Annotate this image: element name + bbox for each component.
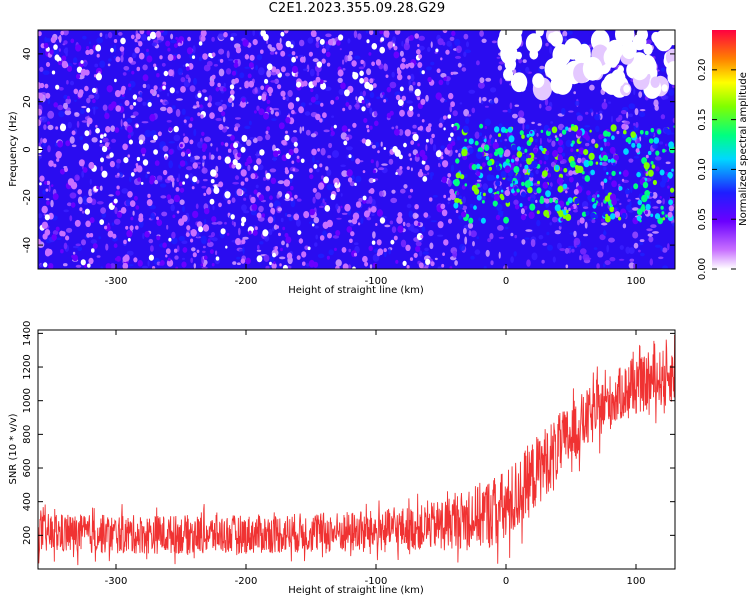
- heatmap-region-1: [452, 122, 675, 225]
- snr-x-tick-label: -300: [105, 576, 128, 587]
- heatmap-y-tick-label: -20: [22, 189, 33, 205]
- colorbar-tick-label: 0.05: [697, 208, 708, 230]
- snr-y-tick-label: 400: [22, 492, 33, 511]
- snr-x-tick-label: 100: [626, 576, 645, 587]
- heatmap-x-tick-label: -200: [235, 276, 258, 287]
- colorbar-label: Normalized spectral amplitude: [738, 72, 749, 226]
- colorbar-tick-label: 0.20: [697, 59, 708, 81]
- heatmap-y-tick-label: -40: [22, 237, 33, 253]
- heatmap-y-tick-label: 0: [22, 146, 33, 152]
- heatmap-y-axis-label: Frequency (Hz): [8, 111, 19, 187]
- colorbar-tick-label: 0.10: [697, 158, 708, 180]
- spectrogram-plot-area: [38, 30, 675, 269]
- snr-y-tick-label: 1200: [22, 354, 33, 379]
- snr-y-tick-label: 1000: [22, 388, 33, 413]
- snr-x-tick-label: -100: [365, 576, 388, 587]
- snr-y-tick-label: 600: [22, 458, 33, 477]
- snr-x-axis-label: Height of straight line (km): [288, 585, 424, 596]
- heatmap-x-tick-label: -100: [365, 276, 388, 287]
- snr-x-tick-label: -200: [235, 576, 258, 587]
- heatmap-x-tick-label: 100: [626, 276, 645, 287]
- heatmap-x-axis-label: Height of straight line (km): [288, 285, 424, 296]
- snr-y-tick-label: 800: [22, 425, 33, 444]
- snr-series-line: [38, 334, 675, 566]
- heatmap-y-tick-label: 40: [22, 48, 33, 61]
- heatmap-y-tick-label: 20: [22, 95, 33, 108]
- heatmap-x-tick-label: -300: [105, 276, 128, 287]
- snr-y-tick-label: 200: [22, 526, 33, 545]
- chart-title: C2E1.2023.355.09.28.G29: [268, 1, 446, 16]
- colorbar-tick-label: 0.00: [697, 258, 708, 280]
- snr-y-tick-label: 1400: [22, 321, 33, 346]
- snr-x-tick-label: 0: [503, 576, 509, 587]
- heatmap-x-tick-label: 0: [503, 276, 509, 287]
- colorbar-tick-label: 0.15: [697, 108, 708, 130]
- snr-y-axis-label: SNR (10 * v/v): [8, 413, 19, 484]
- heatmap-region-2: [497, 30, 675, 101]
- snr-plot-area: [38, 334, 675, 566]
- heatmap-region-0: [38, 30, 456, 269]
